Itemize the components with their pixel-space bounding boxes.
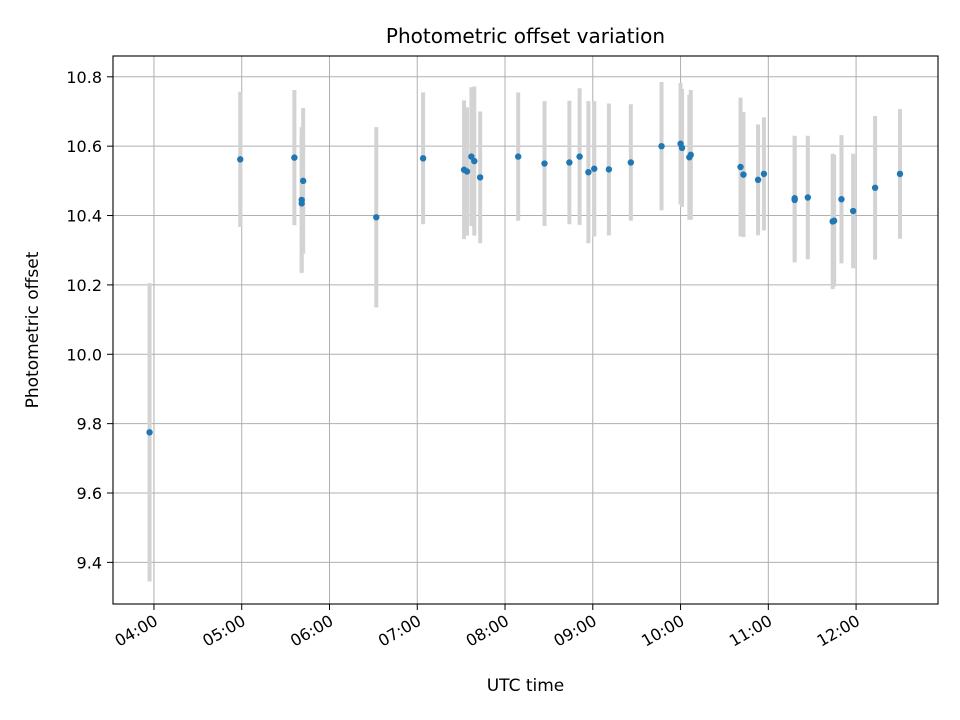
data-point xyxy=(576,153,583,160)
plot-frame xyxy=(112,55,939,605)
x-axis-title: UTC time xyxy=(487,676,565,696)
y-tick-label: 10.4 xyxy=(66,207,102,226)
data-point xyxy=(871,184,879,191)
data-point xyxy=(740,171,747,178)
data-point xyxy=(849,207,857,215)
data-point xyxy=(830,217,838,224)
data-point xyxy=(658,142,665,150)
data-point xyxy=(678,144,686,152)
y-tick-label: 10.8 xyxy=(66,68,102,87)
data-point xyxy=(591,165,598,172)
data-point xyxy=(760,170,768,178)
data-point xyxy=(737,163,744,171)
data-point xyxy=(838,196,845,203)
data-point xyxy=(585,168,592,176)
data-point xyxy=(804,194,812,201)
y-axis-title: Photometric offset xyxy=(23,251,43,408)
data-point xyxy=(754,176,762,184)
data-point xyxy=(419,155,427,162)
y-tick-label: 10.0 xyxy=(66,345,102,364)
data-point xyxy=(373,214,380,221)
y-tick-label: 9.4 xyxy=(77,553,102,572)
data-point xyxy=(896,170,904,178)
data-point xyxy=(687,151,694,159)
y-axis: 9.4 9.6 9.8 10.0 10.2 10.4 10.6 10.8 xyxy=(66,68,113,572)
data-point xyxy=(476,174,484,181)
data-point xyxy=(541,160,548,167)
data-point xyxy=(566,159,573,166)
y-tick-label: 9.8 xyxy=(77,415,102,434)
data-point xyxy=(298,200,305,207)
y-tick-label: 9.6 xyxy=(77,484,102,503)
data-point xyxy=(146,429,153,436)
data-point xyxy=(291,154,298,161)
y-tick-label: 10.6 xyxy=(66,137,102,156)
data-point xyxy=(471,157,478,165)
data-point xyxy=(627,159,635,166)
data-points xyxy=(146,140,904,436)
data-point xyxy=(605,166,613,173)
data-point xyxy=(299,177,307,185)
data-point xyxy=(791,195,798,202)
data-point xyxy=(463,168,471,175)
data-point xyxy=(237,156,244,163)
data-point xyxy=(514,153,522,160)
y-tick-label: 10.2 xyxy=(66,276,102,295)
chart-title: Photometric offset variation xyxy=(386,24,665,48)
